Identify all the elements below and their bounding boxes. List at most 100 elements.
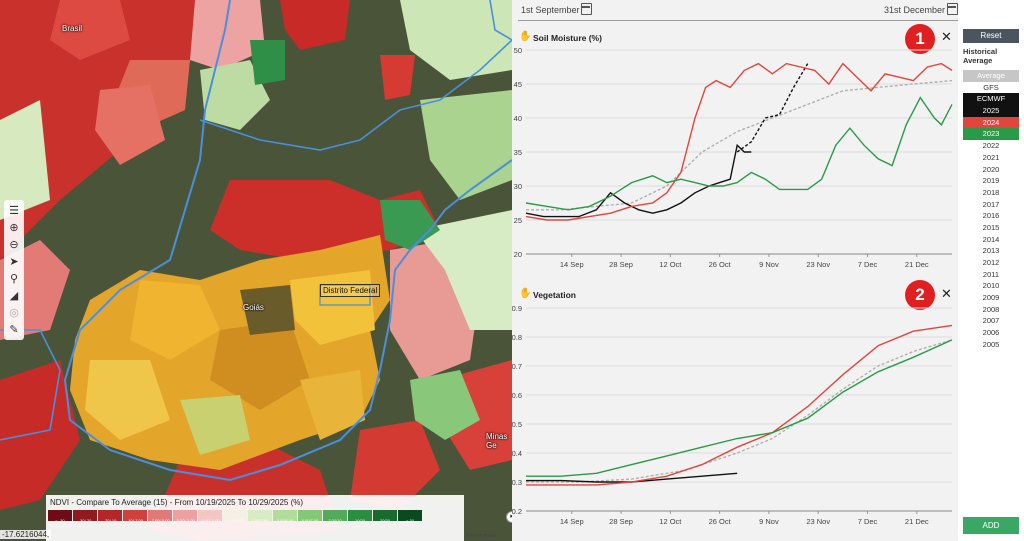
legend-title: NDVI - Compare To Average (15) - From 10…	[50, 498, 304, 507]
legend-bin-5: -5.00/-3.00	[173, 510, 197, 521]
map-label-distrito-federal: Distrito Federal	[320, 284, 381, 297]
x-tick-label: 26 Oct	[709, 260, 732, 269]
x-tick-label: 21 Dec	[905, 260, 929, 269]
series-toggle-2016[interactable]: 2016	[963, 210, 1019, 222]
reset-button[interactable]: Reset	[963, 29, 1019, 43]
series-toggle-2022[interactable]: 2022	[963, 140, 1019, 152]
map-label-minas: Minas Ge	[486, 432, 508, 450]
series-toggle-2012[interactable]: 2012	[963, 257, 1019, 269]
series-toggle-2010[interactable]: 2010	[963, 280, 1019, 293]
map-label-goias: Goiás	[243, 303, 264, 312]
historical-average-label: Historical Average	[963, 47, 998, 65]
map-attribution: Erro no mapa	[466, 533, 497, 539]
annotation-badge-2: 2	[905, 280, 935, 310]
series-toggle-2005[interactable]: 2005	[963, 338, 1019, 351]
x-tick-label: 12 Oct	[659, 260, 682, 269]
legend-bin-10: 5.00/7.00	[298, 510, 322, 521]
series-toggle-2017[interactable]: 2017	[963, 198, 1019, 211]
search-icon[interactable]: ⚲	[9, 273, 19, 285]
legend-bin-6: -3.00/-1.00	[198, 510, 222, 521]
vegetation-chart: 0.2 0.3 0.4 0.5 0.6 0.7 0.8 0.9 14 Sep 28 Sep 12 O…	[512, 304, 953, 526]
y-tick-label: 20	[514, 250, 522, 259]
series-line-2025	[526, 472, 738, 483]
legend-bin-13: 20/30	[373, 510, 397, 521]
legend-bin-1: -30/-20	[73, 510, 97, 521]
series-toggle-2015[interactable]: 2015	[963, 221, 1019, 234]
drag-handle-icon[interactable]: ✋	[519, 288, 532, 299]
x-tick-label: 9 Nov	[759, 517, 779, 526]
drag-handle-icon[interactable]: ✋	[519, 31, 532, 42]
series-toggle-2020[interactable]: 2020	[963, 163, 1019, 176]
y-tick-label: 35	[514, 148, 522, 157]
measure-icon[interactable]: ◢	[9, 290, 19, 302]
series-toggle-average[interactable]: Average	[963, 70, 1019, 82]
start-date[interactable]: 1st September	[521, 5, 580, 15]
y-tick-label: 0.4	[512, 449, 522, 458]
series-toggle-2021[interactable]: 2021	[963, 151, 1019, 164]
y-tick-label: 0.5	[512, 420, 522, 429]
legend-bin-4: -7.00/-5.00	[148, 510, 172, 521]
vegetation-title: Vegetation	[533, 290, 576, 300]
soil-moisture-chart: 20 25 30 35 40 45 50 14 Sep 28 Sep 12 Oct 26 Oct 9 …	[514, 46, 953, 269]
series-toggle-2019[interactable]: 2019	[963, 175, 1019, 187]
series-line-average	[526, 339, 953, 483]
series-toggle-2013[interactable]: 2013	[963, 245, 1019, 257]
x-tick-label: 28 Sep	[609, 260, 633, 269]
zoom-in-icon[interactable]: ⊕	[9, 222, 19, 234]
y-tick-label: 0.3	[512, 478, 522, 487]
x-tick-label: 23 Nov	[806, 260, 830, 269]
coordinate-readout: -17.6216044,	[0, 530, 52, 539]
x-tick-label: 23 Nov	[806, 517, 830, 526]
target-icon[interactable]: ◎	[9, 307, 19, 319]
add-button[interactable]: ADD	[963, 517, 1019, 534]
x-tick-label: 28 Sep	[609, 517, 633, 526]
series-toggle-2007[interactable]: 2007	[963, 315, 1019, 328]
series-toggle-gfs[interactable]: GFS	[963, 81, 1019, 94]
series-line-2023	[525, 96, 953, 211]
y-tick-label: 0.6	[512, 391, 522, 400]
x-tick-label: 14 Sep	[560, 260, 584, 269]
series-line-2025	[525, 143, 752, 218]
x-tick-label: 7 Dec	[858, 260, 878, 269]
y-tick-label: 50	[514, 46, 522, 55]
legend-bin-14: > 30	[398, 510, 422, 521]
series-line-ecmwf	[736, 63, 809, 153]
x-tick-label: 9 Nov	[759, 260, 779, 269]
legend-bin-2: -20/-10	[98, 510, 122, 521]
series-toggle-2025[interactable]: 2025	[963, 105, 1019, 117]
calendar-icon[interactable]	[581, 3, 592, 15]
close-icon[interactable]: ✕	[941, 29, 952, 44]
y-tick-label: 0.8	[512, 333, 522, 342]
legend-swatches: < -30 -30/-20 -20/-10 -10/-7.00 -7.00/-5.00-…	[46, 510, 464, 521]
layers-icon[interactable]: ☰	[9, 205, 19, 217]
close-icon[interactable]: ✕	[941, 286, 952, 301]
draw-icon[interactable]: ✎	[9, 324, 19, 336]
series-toggle-2014[interactable]: 2014	[963, 233, 1019, 246]
locate-icon[interactable]: ➤	[9, 256, 19, 268]
soil-moisture-title: Soil Moisture (%)	[533, 33, 602, 43]
x-tick-label: 12 Oct	[659, 517, 682, 526]
choropleth-map[interactable]	[0, 0, 512, 541]
series-toggle-2008[interactable]: 2008	[963, 303, 1019, 316]
series-toggle-ecmwf[interactable]: ECMWF	[963, 93, 1019, 106]
map-view[interactable]: Brasil Goiás Distrito Federal Minas Ge ☰…	[0, 0, 512, 541]
series-toggle-2006[interactable]: 2006	[963, 327, 1019, 339]
zoom-out-icon[interactable]: ⊖	[9, 239, 19, 251]
series-toggle-2023[interactable]: 2023	[963, 128, 1019, 141]
x-tick-label: 7 Dec	[858, 517, 878, 526]
map-toolbar: ☰ ⊕ ⊖ ➤ ⚲ ◢ ◎ ✎	[4, 200, 24, 340]
series-toggle-2011[interactable]: 2011	[963, 268, 1019, 281]
collapse-panel-button[interactable]: ▸	[506, 511, 512, 523]
series-toggle-2018[interactable]: 2018	[963, 186, 1019, 199]
y-tick-label: 30	[514, 182, 522, 191]
end-date[interactable]: 31st December	[884, 5, 946, 15]
calendar-icon[interactable]	[947, 3, 958, 15]
series-toggle-2009[interactable]: 2009	[963, 292, 1019, 304]
legend-bin-7: -1.00/1.00	[223, 510, 247, 521]
series-toggle-2024[interactable]: 2024	[963, 116, 1019, 129]
y-tick-label: 45	[514, 80, 522, 89]
date-range-slider[interactable]	[518, 20, 958, 21]
y-tick-label: 40	[514, 114, 522, 123]
series-line-2024	[526, 324, 953, 486]
